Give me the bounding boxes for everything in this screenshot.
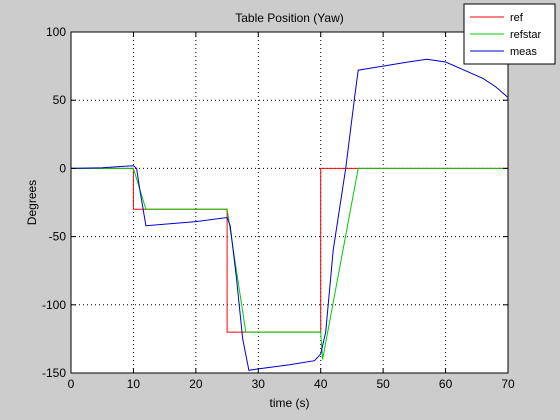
series-line-ref bbox=[71, 167, 508, 333]
x-axis-title: time (s) bbox=[270, 396, 310, 410]
y-tick-label: 100 bbox=[46, 25, 66, 39]
legend-label-refstar: refstar bbox=[510, 29, 542, 41]
ticks bbox=[70, 31, 509, 374]
chart-title: Table Position (Yaw) bbox=[235, 11, 344, 25]
x-tick-label: 10 bbox=[127, 377, 141, 391]
tick-labels: 0 10 20 30 40 50 60 70 -150 -100 -50 0 50 100 bbox=[42, 25, 515, 391]
y-tick-label: -100 bbox=[42, 298, 66, 312]
x-tick-label: 60 bbox=[439, 377, 453, 391]
x-tick-label: 20 bbox=[189, 377, 203, 391]
x-tick-label: 40 bbox=[314, 377, 328, 391]
legend-label-ref: ref bbox=[510, 12, 524, 24]
y-tick-label: 0 bbox=[59, 161, 66, 175]
y-tick-label: 50 bbox=[53, 93, 67, 107]
legend-label-meas: meas bbox=[510, 46, 537, 58]
legend: ref refstar meas bbox=[463, 3, 556, 65]
y-tick-label: -150 bbox=[42, 366, 66, 380]
x-tick-label: 0 bbox=[68, 377, 75, 391]
y-tick-label: -50 bbox=[49, 230, 67, 244]
x-tick-label: 50 bbox=[376, 377, 390, 391]
series-line-meas bbox=[71, 58, 508, 371]
series-line-refstar bbox=[71, 167, 508, 360]
plot-frame bbox=[70, 31, 509, 374]
x-tick-label: 70 bbox=[501, 377, 515, 391]
series-layer bbox=[71, 58, 508, 371]
plot-area bbox=[71, 32, 508, 373]
x-tick-label: 30 bbox=[252, 377, 266, 391]
y-axis-title: Degrees bbox=[25, 180, 39, 225]
